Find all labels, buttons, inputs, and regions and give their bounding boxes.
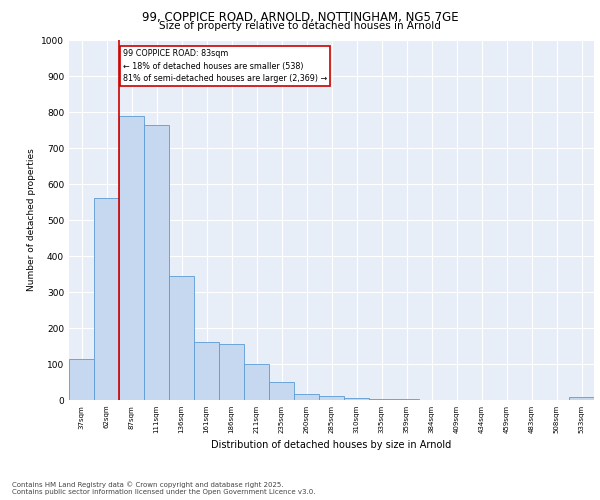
Bar — [119, 116, 144, 400]
Bar — [219, 344, 244, 400]
Bar — [569, 397, 594, 400]
Bar — [244, 364, 269, 400]
Text: Size of property relative to detached houses in Arnold: Size of property relative to detached ho… — [159, 21, 441, 31]
Bar — [269, 382, 294, 400]
X-axis label: Distribution of detached houses by size in Arnold: Distribution of detached houses by size … — [211, 440, 452, 450]
Bar — [319, 396, 344, 400]
Bar — [144, 124, 169, 400]
Bar — [169, 276, 194, 400]
Bar — [344, 398, 369, 400]
Bar — [69, 360, 94, 400]
Text: 99, COPPICE ROAD, ARNOLD, NOTTINGHAM, NG5 7GE: 99, COPPICE ROAD, ARNOLD, NOTTINGHAM, NG… — [142, 11, 458, 24]
Text: Contains HM Land Registry data © Crown copyright and database right 2025.
Contai: Contains HM Land Registry data © Crown c… — [12, 482, 316, 495]
Text: 99 COPPICE ROAD: 83sqm
← 18% of detached houses are smaller (538)
81% of semi-de: 99 COPPICE ROAD: 83sqm ← 18% of detached… — [123, 49, 327, 83]
Y-axis label: Number of detached properties: Number of detached properties — [26, 148, 35, 292]
Bar — [94, 198, 119, 400]
Bar — [194, 342, 219, 400]
Bar — [294, 394, 319, 400]
Bar — [369, 399, 394, 400]
